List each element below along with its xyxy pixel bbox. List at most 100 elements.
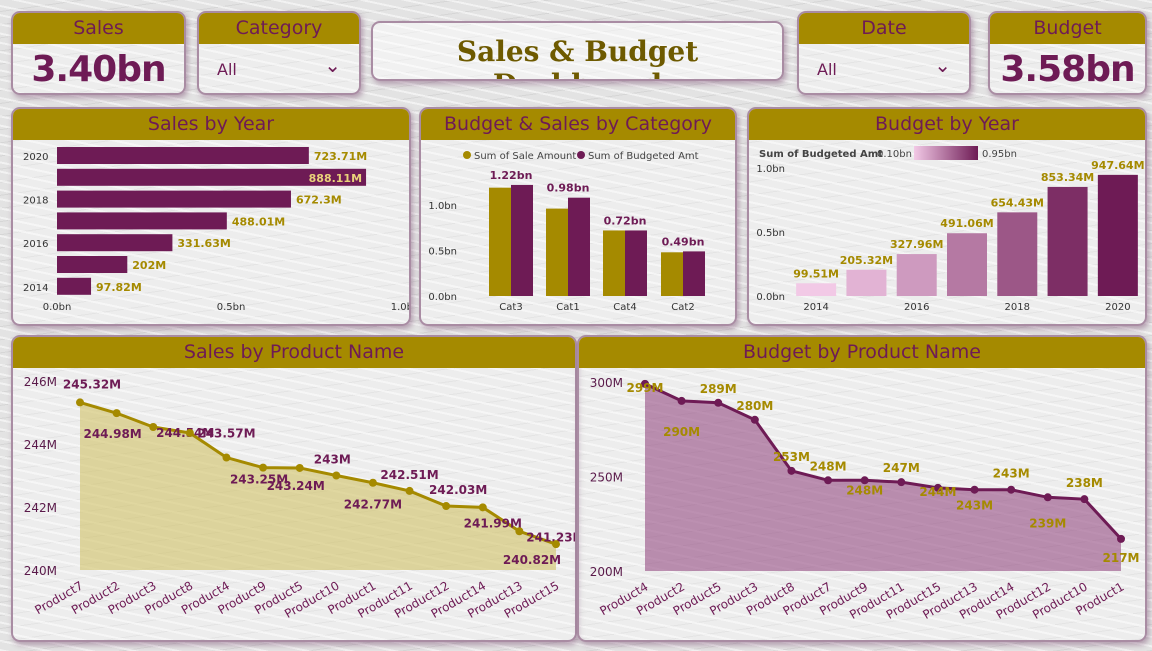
budget-product-data-label: 244M (919, 485, 956, 499)
budget-year-bar (1097, 174, 1138, 296)
budget-product-data-label: 248M (846, 483, 883, 497)
budget-year-data-label: 654.43M (991, 196, 1044, 209)
budget-product-data-label: 243M (993, 467, 1030, 481)
budget-kpi-card: Budget 3.58bn (988, 11, 1147, 95)
budget-product-point (824, 476, 833, 485)
category-sale-bar (661, 252, 683, 296)
sales-product-data-label: 242.51M (380, 468, 438, 482)
sales-year-x-tick: 0.5bn (217, 302, 246, 313)
date-filter[interactable]: Date All ⌄ (797, 11, 971, 95)
sales-year-bar (57, 234, 173, 252)
budget-year-y-tick: 0.0bn (756, 292, 785, 303)
sales-year-data-label: 723.71M (314, 150, 367, 163)
budget-product-point (787, 466, 796, 475)
sales-product-data-label: 241.99M (464, 516, 522, 530)
sales-product-y-tick: 246M (24, 375, 57, 389)
budget-product-point (1007, 485, 1016, 494)
budget-by-product-card: Budget by Product Name 300M 250M 200M 299M P… (577, 335, 1147, 642)
budget-year-x-tick: 2020 (1105, 302, 1130, 313)
budget-sales-category-title: Budget & Sales by Category (421, 109, 735, 140)
sales-kpi-label: Sales (13, 13, 184, 44)
sales-by-year-card: Sales by Year 723.71M 2020 888.11M 672.3M 20… (11, 107, 411, 326)
budget-product-data-label: 243M (956, 499, 993, 513)
budget-by-product-title: Budget by Product Name (579, 337, 1145, 368)
budget-product-data-label: 280M (736, 399, 773, 413)
category-filter-value[interactable]: All (217, 60, 237, 79)
sales-year-data-label: 97.82M (96, 281, 142, 294)
sales-by-year-chart: 723.71M 2020 888.11M 672.3M 2018 488.01M331.6… (23, 147, 409, 313)
budget-year-data-label: 853.34M (1041, 171, 1094, 184)
category-data-label: 1.22bn (490, 169, 533, 182)
sales-year-bar (57, 190, 291, 208)
sales-year-data-label: 672.3M (296, 194, 342, 207)
legend-sale-amount-marker (463, 151, 471, 159)
sales-product-point (222, 453, 231, 462)
budget-kpi-value: 3.58bn (1000, 49, 1135, 90)
budget-product-point (1043, 493, 1052, 502)
sales-product-point (295, 463, 304, 472)
sales-year-x-tick: 0.0bn (43, 302, 72, 313)
budget-year-y-tick: 1.0bn (756, 164, 785, 175)
sales-product-point (515, 527, 524, 536)
budget-product-point (677, 396, 686, 405)
budget-product-y-tick: 200M (590, 565, 623, 579)
legend-budgeted-amt: Sum of Budgeted Amt (588, 151, 699, 162)
sales-year-data-label: 202M (132, 259, 166, 272)
sales-year-tick-label: 2020 (23, 152, 48, 163)
budget-year-x-tick: 2014 (803, 302, 828, 313)
sales-product-point (259, 463, 268, 472)
budget-product-data-label: 247M (883, 461, 920, 475)
sales-product-point (112, 409, 121, 418)
category-data-label: 0.49bn (662, 235, 705, 248)
legend-budgeted-amt-marker (577, 151, 585, 159)
sales-year-bar (57, 256, 128, 273)
sales-kpi-card: Sales 3.40bn (11, 11, 186, 95)
sales-by-product-chart: 246M244M242M240M245.32MProduct7244.98MPr… (24, 375, 575, 621)
budget-product-area (645, 383, 1121, 571)
budget-product-point (897, 478, 906, 487)
sales-product-y-tick: 244M (24, 438, 57, 452)
sales-year-data-label: 888.11M (309, 172, 362, 185)
sales-year-bar (57, 168, 367, 186)
sales-product-data-label: 243.57M (197, 427, 255, 441)
sales-product-point (149, 422, 158, 431)
date-filter-value[interactable]: All (817, 60, 837, 79)
budget-year-legend-max: 0.95bn (982, 149, 1017, 160)
sales-product-data-label: 245.32M (63, 377, 121, 391)
dashboard-title-card: Sales & Budget Dashboard (371, 21, 784, 81)
sales-year-data-label: 331.63M (177, 237, 230, 250)
budget-product-point (933, 483, 942, 492)
budget-product-point (750, 415, 759, 424)
budget-product-data-label: 238M (1066, 476, 1103, 490)
sales-by-product-card: Sales by Product Name 246M 244M 242M 240M 24… (11, 335, 577, 642)
sales-product-y-tick: 242M (24, 501, 57, 515)
sales-product-data-label: 244.98M (83, 427, 141, 441)
sales-by-product-title: Sales by Product Name (13, 337, 575, 368)
chevron-down-icon[interactable]: ⌄ (324, 53, 341, 77)
category-budget-bar (683, 251, 705, 296)
category-data-label: 0.72bn (604, 214, 647, 227)
budget-year-bar (1047, 186, 1088, 296)
category-y-tick: 1.0bn (428, 201, 457, 212)
sales-year-tick-label: 2018 (23, 196, 48, 207)
category-x-tick: Cat2 (671, 302, 694, 313)
budget-product-data-label: 239M (1029, 516, 1066, 530)
category-x-tick: Cat4 (613, 302, 636, 313)
chevron-down-icon[interactable]: ⌄ (934, 53, 951, 77)
sales-product-y-tick: 240M (24, 564, 57, 578)
category-budget-bar (568, 197, 590, 296)
sales-product-point (478, 503, 487, 512)
budget-year-bar (796, 283, 837, 296)
budget-product-point (641, 379, 649, 388)
sales-product-point (332, 471, 341, 480)
sales-year-bar (57, 212, 227, 230)
budget-product-data-label: 253M (773, 450, 810, 464)
budget-by-year-card: Budget by Year Sum of Budgeted Amt 0.10bn… (747, 107, 1147, 326)
sales-product-point (185, 428, 194, 437)
category-filter[interactable]: Category All ⌄ (197, 11, 361, 95)
category-y-tick: 0.5bn (428, 246, 457, 257)
date-filter-label: Date (799, 13, 969, 44)
budget-year-y-tick: 0.5bn (756, 228, 785, 239)
budget-sales-category-chart: Sum of Sale Amount Sum of Budgeted Amt 0.0… (428, 151, 705, 313)
